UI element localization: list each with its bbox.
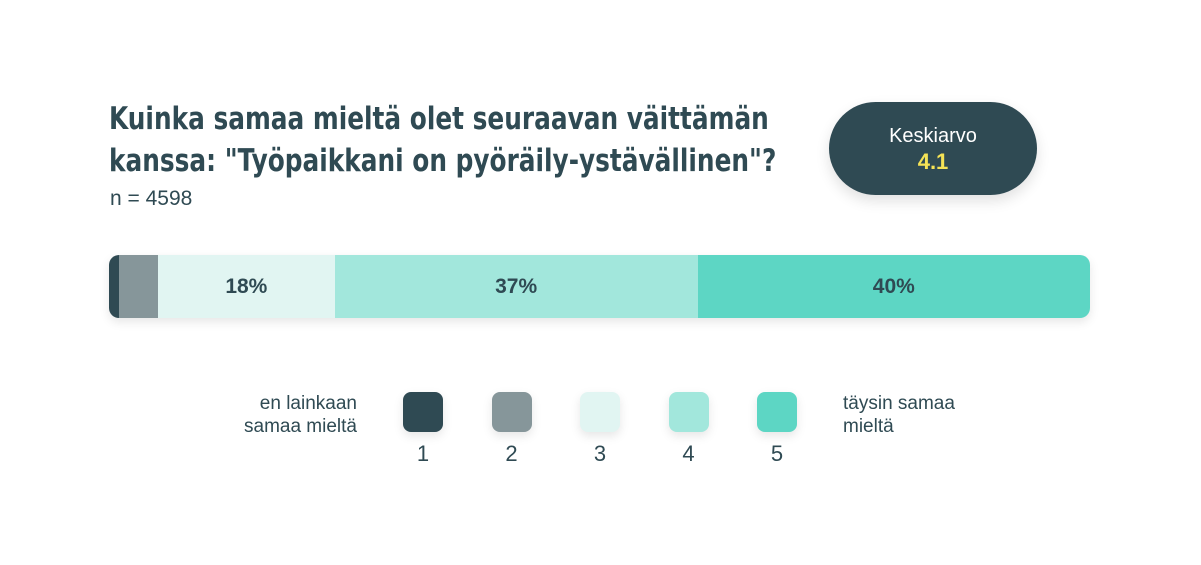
bar-segment-2	[118, 255, 159, 318]
legend-swatch-5	[757, 392, 797, 432]
legend-swatch-2	[491, 392, 532, 432]
bar-segment-5: 40%	[697, 255, 1090, 318]
legend-left-line-2: samaa mieltä	[244, 416, 357, 437]
legend-right-line-2: mieltä	[843, 416, 894, 437]
legend-number-2: 2	[505, 441, 518, 466]
legend-number-3: 3	[593, 441, 607, 466]
legend-left-line-1: en lainkaan	[259, 393, 357, 414]
legend-swatch-3	[580, 392, 620, 432]
bar-segment-4: 37%	[334, 255, 698, 318]
legend-number-1: 1	[416, 441, 430, 466]
legend-swatch-4	[668, 392, 709, 432]
bar-segment-1	[109, 255, 119, 318]
stacked-bar: 18% 37% 40%	[109, 255, 1090, 318]
legend-number-4: 4	[682, 441, 695, 466]
legend-right-line-1: täysin samaa	[843, 393, 955, 414]
bar-value-label-5: 40%	[872, 274, 915, 298]
legend-right-text: täysin samaa mieltä	[843, 392, 955, 438]
bar-segment-3: 18%	[158, 255, 335, 318]
legend-number-5: 5	[770, 441, 784, 466]
mean-badge: Keskiarvo 4.1	[829, 102, 1037, 195]
mean-value: 4.1	[917, 149, 949, 174]
sample-size: n = 4598	[110, 187, 193, 210]
chart-title-line-1: Kuinka samaa mieltä olet seuraavan väitt…	[109, 101, 769, 137]
chart-title: Kuinka samaa mieltä olet seuraavan väitt…	[109, 98, 777, 182]
bar-value-label-4: 37%	[495, 274, 538, 298]
mean-label: Keskiarvo	[889, 125, 977, 147]
chart-title-line-2: kanssa: "Työpaikkani on pyöräily-ystäväl…	[109, 143, 777, 179]
bar-value-label-3: 18%	[225, 274, 268, 298]
legend-left-text: en lainkaan samaa mieltä	[244, 392, 357, 438]
legend-swatch-1	[403, 392, 443, 432]
